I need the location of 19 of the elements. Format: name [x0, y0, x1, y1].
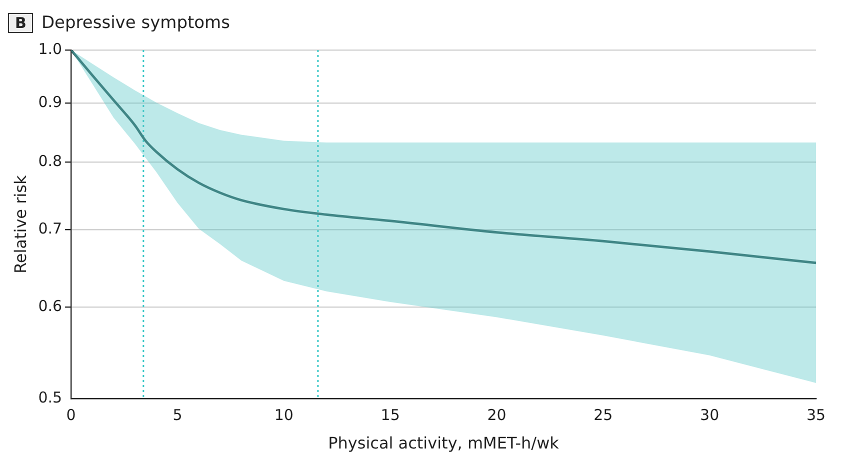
- x-tick-label: 5: [172, 406, 182, 424]
- line-series: [71, 50, 816, 264]
- x-tick-label: 20: [487, 406, 506, 424]
- x-tick-label: 25: [594, 406, 613, 424]
- chart-title: Depressive symptoms: [41, 13, 230, 33]
- y-tick-label: 1.0: [38, 40, 62, 58]
- x-tick-label: 30: [700, 406, 720, 424]
- text: B: [8, 13, 34, 33]
- y-tick-label: 0.7: [38, 219, 62, 238]
- x-axis-title: Physical activity, mMET-h/wk: [328, 434, 560, 453]
- y-tick-label: 0.8: [38, 152, 62, 170]
- x-tick-label: 35: [806, 406, 826, 424]
- y-tick-label: 0.5: [38, 388, 62, 407]
- x-tick-label: 0: [66, 406, 76, 424]
- y-axis-title: Relative risk: [10, 174, 30, 274]
- x-tick-label: 10: [274, 406, 294, 424]
- y-tick-label: 0.6: [38, 296, 62, 315]
- y-tick-label: 0.9: [38, 92, 62, 111]
- x-tick-label: 15: [380, 406, 400, 424]
